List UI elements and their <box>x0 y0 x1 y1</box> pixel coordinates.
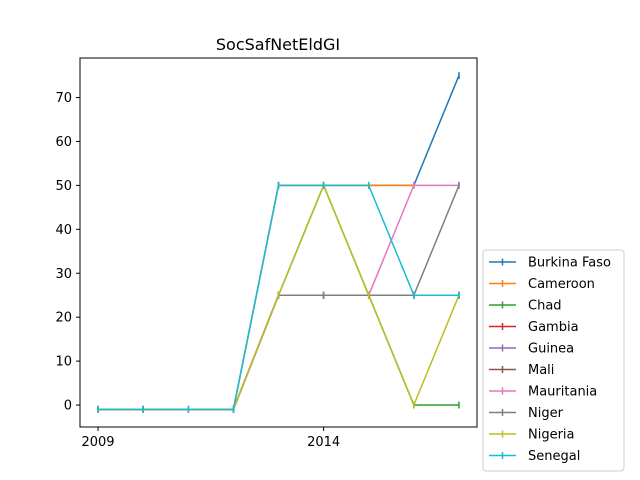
legend-label-9: Senegal <box>528 449 580 464</box>
legend-label-4: Guinea <box>528 342 574 357</box>
y-tick-label-1: 10 <box>55 355 72 370</box>
y-tick-label-6: 60 <box>55 135 72 150</box>
chart-title: SocSafNetEldGI <box>216 35 340 54</box>
axes: 0 10 20 30 40 50 60 70 2009 2014 <box>55 57 478 450</box>
legend-label-8: Nigeria <box>528 428 575 443</box>
x-tick-label-1: 2014 <box>307 435 340 450</box>
y-tick-label-4: 40 <box>55 223 72 238</box>
y-tick-label-7: 70 <box>55 91 72 106</box>
legend-label-2: Chad <box>528 299 562 314</box>
plot-frame <box>79 57 478 428</box>
legend-label-7: Niger <box>528 406 564 421</box>
y-tick-label-3: 30 <box>55 267 72 282</box>
legend-label-3: Gambia <box>528 320 579 335</box>
x-tick-label-0: 2009 <box>81 435 114 450</box>
y-tick-label-5: 50 <box>55 179 72 194</box>
legend: Burkina Faso Cameroon Chad Gambia Guinea Mali… <box>482 249 625 472</box>
y-tick-label-2: 20 <box>55 311 72 326</box>
y-tick-label-0: 0 <box>64 399 72 414</box>
legend-label-0: Burkina Faso <box>528 256 611 271</box>
plot-series <box>97 72 460 413</box>
legend-box <box>482 249 625 472</box>
legend-label-5: Mali <box>528 363 554 378</box>
legend-label-6: Mauritania <box>528 385 597 400</box>
legend-label-1: Cameroon <box>528 277 595 292</box>
